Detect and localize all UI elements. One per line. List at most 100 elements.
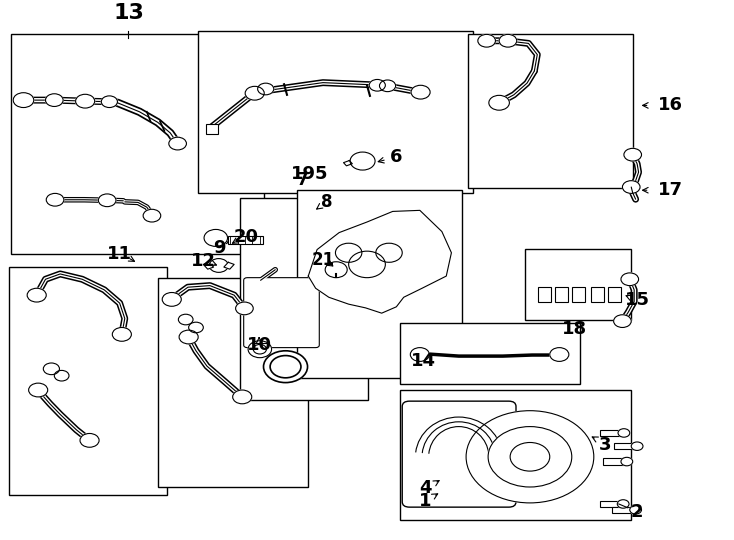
Bar (400, 390, 631, 520)
Circle shape (510, 442, 550, 471)
Text: 14: 14 (411, 352, 436, 370)
Text: 4: 4 (418, 479, 432, 497)
Circle shape (27, 288, 46, 302)
Circle shape (189, 322, 203, 333)
Circle shape (325, 262, 347, 278)
Bar (591, 287, 604, 301)
Circle shape (499, 35, 517, 47)
Circle shape (376, 243, 402, 262)
Text: 16: 16 (658, 97, 683, 114)
Text: 6: 6 (390, 148, 403, 166)
Bar (555, 287, 568, 301)
Bar (538, 287, 551, 301)
Text: 12: 12 (191, 252, 216, 269)
FancyBboxPatch shape (402, 401, 516, 507)
Circle shape (466, 411, 594, 503)
Circle shape (411, 85, 430, 99)
Circle shape (369, 79, 385, 91)
Circle shape (245, 86, 264, 100)
Text: 1: 1 (418, 492, 432, 510)
Polygon shape (308, 211, 451, 313)
Circle shape (80, 434, 99, 447)
Circle shape (209, 259, 228, 272)
Circle shape (46, 193, 64, 206)
Circle shape (478, 35, 495, 47)
Bar (614, 443, 637, 449)
Circle shape (98, 194, 116, 207)
Circle shape (236, 302, 253, 315)
Polygon shape (344, 160, 352, 166)
Bar (9, 267, 167, 495)
Circle shape (614, 315, 631, 327)
Circle shape (617, 500, 629, 508)
Bar (11, 34, 264, 254)
Bar (206, 125, 218, 133)
Bar (400, 323, 580, 383)
Bar (468, 34, 633, 187)
Circle shape (101, 96, 117, 107)
Circle shape (143, 210, 161, 222)
Circle shape (248, 341, 272, 357)
Circle shape (489, 96, 509, 110)
Circle shape (410, 348, 429, 361)
Text: 5: 5 (314, 165, 327, 183)
Circle shape (54, 370, 69, 381)
Circle shape (29, 383, 48, 397)
Polygon shape (203, 262, 214, 269)
Circle shape (112, 327, 131, 341)
Circle shape (488, 427, 572, 487)
Circle shape (622, 181, 640, 193)
Circle shape (630, 505, 642, 514)
Bar (297, 190, 462, 379)
Bar (608, 287, 621, 301)
Circle shape (178, 314, 193, 325)
Bar (612, 507, 636, 513)
Text: 18: 18 (562, 320, 587, 338)
Bar (600, 501, 623, 507)
Circle shape (43, 363, 59, 375)
Bar (228, 236, 263, 244)
Circle shape (349, 251, 385, 278)
Bar (572, 287, 585, 301)
Bar (603, 458, 627, 465)
Circle shape (204, 230, 228, 246)
Circle shape (258, 83, 274, 95)
Polygon shape (224, 262, 234, 269)
Circle shape (46, 94, 63, 106)
Text: 17: 17 (658, 181, 683, 199)
Text: 8: 8 (321, 193, 333, 211)
Text: 15: 15 (625, 291, 650, 309)
Text: 9: 9 (213, 239, 226, 257)
Circle shape (76, 94, 95, 108)
Bar (525, 248, 631, 320)
Text: 7: 7 (297, 171, 309, 188)
Bar (600, 430, 624, 436)
Circle shape (621, 273, 639, 286)
Circle shape (264, 351, 308, 383)
Circle shape (335, 243, 362, 262)
Circle shape (550, 348, 569, 361)
Bar (240, 198, 368, 400)
Text: 10: 10 (247, 336, 272, 354)
Bar (198, 31, 473, 193)
FancyBboxPatch shape (244, 278, 319, 348)
Text: 20: 20 (233, 228, 258, 246)
Circle shape (162, 293, 181, 306)
Text: 3: 3 (598, 436, 611, 454)
Circle shape (379, 80, 396, 92)
Text: 19: 19 (291, 165, 316, 183)
Circle shape (13, 93, 34, 107)
Circle shape (624, 148, 642, 161)
Text: 11: 11 (107, 245, 132, 263)
Circle shape (179, 330, 198, 344)
Bar (158, 278, 308, 487)
Circle shape (233, 390, 252, 404)
Text: 13: 13 (113, 3, 144, 23)
Text: 21: 21 (311, 251, 335, 269)
Circle shape (350, 152, 375, 170)
Circle shape (618, 429, 630, 437)
Circle shape (631, 442, 643, 450)
Circle shape (621, 457, 633, 466)
Text: 2: 2 (631, 503, 644, 521)
Circle shape (169, 137, 186, 150)
